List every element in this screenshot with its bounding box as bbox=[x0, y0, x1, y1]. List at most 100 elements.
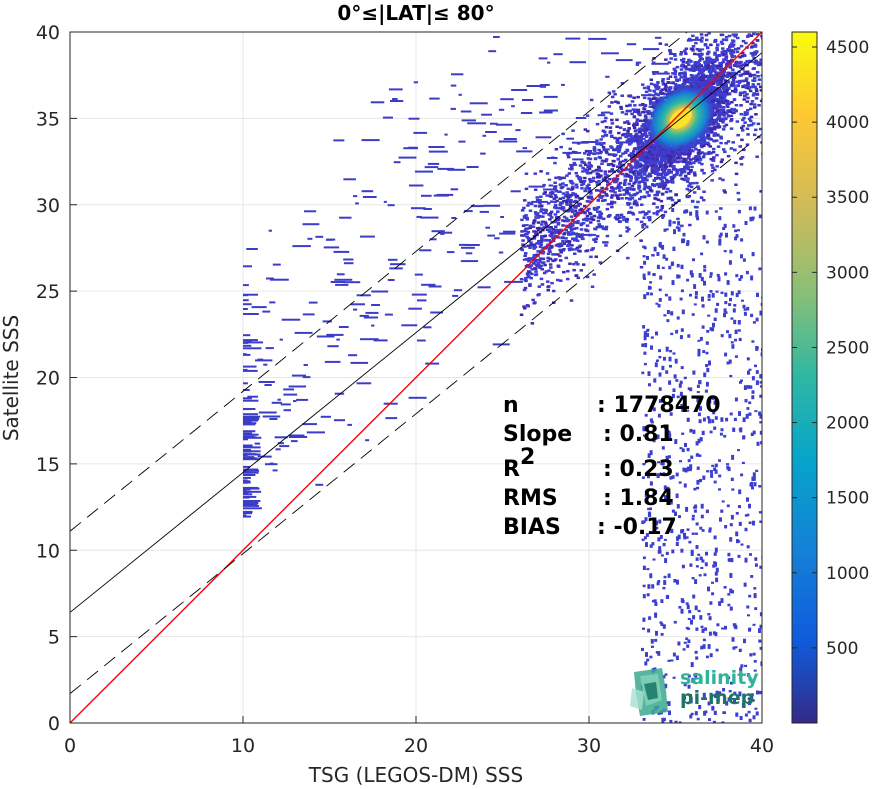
density-cell bbox=[757, 135, 761, 139]
density-cell bbox=[550, 190, 554, 194]
density-cell bbox=[677, 78, 681, 82]
density-cell bbox=[652, 101, 656, 104]
density-cell bbox=[715, 110, 719, 113]
density-cell bbox=[634, 175, 639, 179]
density-cell bbox=[747, 117, 752, 121]
density-cell bbox=[556, 223, 561, 226]
density-cell bbox=[654, 164, 658, 167]
density-cell bbox=[598, 215, 602, 219]
density-cell bbox=[690, 199, 695, 203]
density-cell bbox=[659, 209, 663, 212]
density-cell bbox=[730, 42, 734, 45]
density-cell bbox=[695, 36, 699, 40]
density-cell bbox=[678, 168, 682, 172]
density-cell bbox=[759, 85, 762, 89]
density-cell bbox=[702, 172, 706, 175]
density-cell bbox=[243, 449, 251, 451]
density-cell bbox=[511, 89, 528, 91]
density-cell bbox=[403, 147, 419, 150]
density-cell bbox=[520, 218, 524, 222]
density-cell bbox=[592, 214, 597, 218]
density-cell bbox=[243, 413, 258, 416]
density-cell bbox=[656, 148, 661, 152]
density-cell bbox=[729, 74, 733, 78]
density-cell bbox=[243, 408, 256, 410]
density-cell bbox=[338, 326, 349, 328]
density-cell bbox=[576, 263, 580, 266]
density-cell bbox=[621, 152, 625, 155]
density-cell bbox=[657, 190, 661, 194]
density-cell bbox=[658, 154, 662, 157]
density-cell bbox=[620, 172, 625, 176]
density-cell bbox=[655, 169, 659, 173]
density-cell bbox=[546, 243, 550, 246]
density-cell bbox=[567, 208, 571, 212]
density-cell bbox=[652, 154, 657, 158]
density-cell bbox=[610, 118, 614, 122]
density-cell bbox=[665, 181, 669, 184]
density-cell bbox=[746, 133, 750, 136]
density-cell bbox=[652, 72, 656, 75]
density-cell bbox=[660, 168, 665, 172]
density-cell bbox=[243, 353, 251, 356]
density-cell bbox=[574, 183, 579, 186]
density-cell bbox=[685, 160, 689, 164]
density-cell bbox=[387, 204, 395, 207]
density-cell bbox=[408, 117, 420, 120]
density-cell bbox=[713, 99, 718, 102]
density-cell bbox=[740, 126, 744, 130]
density-cell bbox=[243, 469, 260, 472]
density-cell bbox=[673, 160, 678, 164]
density-cell bbox=[524, 232, 528, 236]
density-cell bbox=[243, 303, 252, 306]
density-cell bbox=[355, 202, 359, 205]
density-cell bbox=[562, 199, 566, 203]
density-cell bbox=[641, 210, 645, 214]
density-cell bbox=[753, 106, 757, 109]
density-cell bbox=[630, 196, 635, 200]
density-cell bbox=[283, 388, 294, 391]
density-cell bbox=[672, 154, 676, 157]
density-cell bbox=[736, 61, 740, 64]
density-cell bbox=[539, 240, 544, 244]
density-cell bbox=[643, 195, 647, 199]
density-cell bbox=[664, 43, 669, 46]
density-cell bbox=[746, 96, 750, 100]
density-cell bbox=[653, 158, 657, 162]
density-cell bbox=[676, 150, 681, 153]
density-cell bbox=[651, 542, 655, 546]
density-cell bbox=[575, 211, 579, 215]
density-cell bbox=[734, 62, 738, 65]
density-cell bbox=[682, 648, 686, 651]
density-cell bbox=[705, 52, 710, 56]
density-cell bbox=[539, 85, 546, 88]
density-cell bbox=[707, 137, 711, 140]
density-cell bbox=[654, 86, 658, 89]
density-cell bbox=[288, 434, 305, 437]
density-cell bbox=[601, 179, 605, 182]
density-cell bbox=[576, 220, 580, 223]
density-cell bbox=[554, 244, 559, 247]
density-cell bbox=[646, 87, 651, 90]
density-cell bbox=[535, 227, 540, 230]
density-cell bbox=[733, 148, 737, 152]
density-cell bbox=[643, 119, 647, 122]
density-cell bbox=[679, 58, 684, 62]
density-cell bbox=[712, 95, 717, 99]
density-cell bbox=[721, 101, 726, 105]
density-cell bbox=[672, 676, 676, 679]
density-cell bbox=[700, 514, 704, 519]
density-cell bbox=[534, 232, 538, 235]
density-cell bbox=[562, 233, 566, 236]
density-cell bbox=[687, 171, 691, 175]
density-cell bbox=[687, 184, 691, 188]
density-cell bbox=[669, 86, 673, 90]
density-cell bbox=[748, 206, 752, 211]
density-cell bbox=[451, 217, 457, 219]
density-cell bbox=[528, 283, 532, 286]
density-cell bbox=[731, 77, 736, 81]
density-cell bbox=[690, 165, 694, 169]
density-cell bbox=[643, 127, 647, 130]
density-cell bbox=[622, 128, 627, 132]
density-cell bbox=[741, 85, 745, 89]
